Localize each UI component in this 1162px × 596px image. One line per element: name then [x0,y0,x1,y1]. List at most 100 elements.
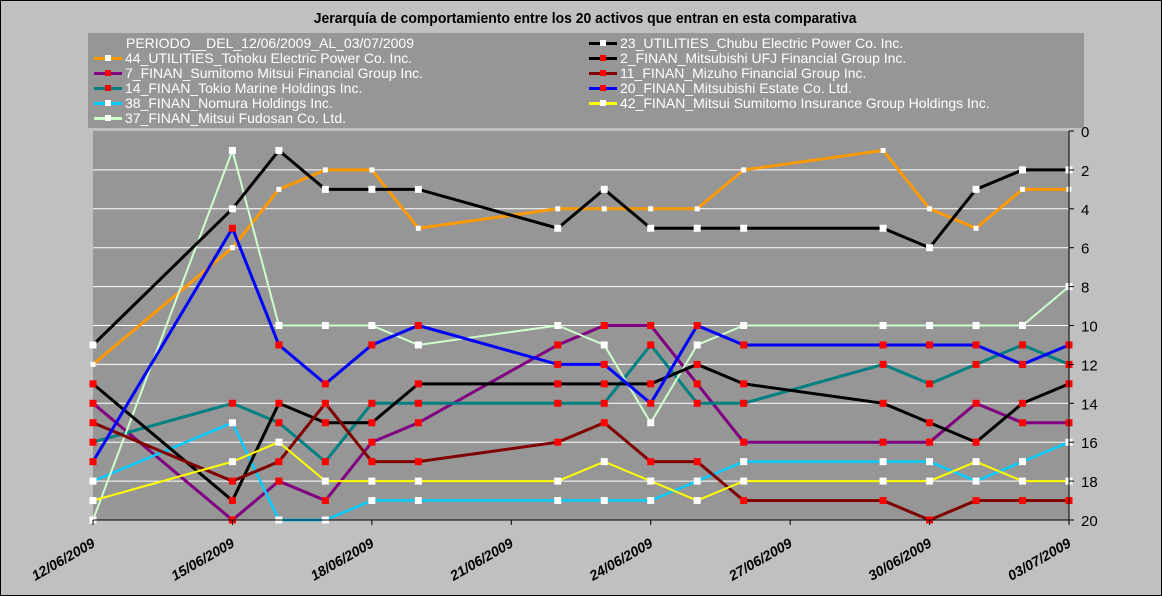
data-point [1020,186,1026,192]
data-point [648,206,654,212]
data-point [693,341,701,349]
data-point [879,458,887,466]
legend-item: 2_FINAN_Mitsubishi UFJ Financial Group I… [588,51,906,66]
y-tick-label: 8 [1081,280,1089,297]
data-point [415,225,421,231]
legend-item: 11_FINAN_Mizuho Financial Group Inc. [588,66,866,81]
y-tick-label: 10 [1081,319,1098,336]
data-point [1019,166,1027,174]
data-point [926,438,934,446]
data-point [1019,477,1027,485]
y-tick-label: 6 [1081,241,1089,258]
data-point [879,224,887,232]
data-point [89,458,97,466]
data-point [647,399,655,407]
data-point [647,341,655,349]
data-point [972,458,980,466]
y-tick-label: 20 [1081,513,1098,530]
x-tick-label: 12/06/2009 [29,535,98,584]
x-tick-label: 27/06/2009 [725,535,795,584]
data-point [414,322,422,329]
series-line [92,324,1069,522]
data-point [368,322,376,329]
data-point [600,322,608,329]
data-point [1019,322,1027,329]
data-point [276,186,282,192]
data-point [693,497,701,505]
data-point [972,185,980,193]
legend-symbol-icon [588,36,618,51]
data-point [322,167,328,173]
data-point [740,224,748,232]
chart-title: Jerarquía de comportamiento entre los 20… [313,10,857,27]
data-point [600,380,608,388]
data-point [275,458,283,466]
period-label: PERIODO__DEL_12/06/2009_AL_03/07/2009 [126,35,414,51]
x-tick-label: 18/06/2009 [308,535,377,584]
data-point [275,477,283,485]
data-point [600,185,608,193]
data-point [740,322,748,329]
data-point [554,477,562,485]
legend-item: 7_FINAN_Sumitomo Mitsui Financial Group … [93,66,423,81]
data-point [554,399,562,407]
data-point [368,438,376,446]
legend-label: 2_FINAN_Mitsubishi UFJ Financial Group I… [620,50,907,66]
data-point [321,458,329,466]
series-line [92,441,1069,502]
data-point [89,497,97,505]
data-point [368,458,376,466]
data-point [693,360,701,368]
data-point [879,399,887,407]
y-tick-label: 14 [1081,396,1098,413]
data-point [414,477,422,485]
data-point [229,245,235,251]
data-point [694,206,700,212]
legend-label: 11_FINAN_Mizuho Financial Group Inc. [620,65,867,81]
data-point [1019,399,1027,407]
data-point [1019,497,1027,505]
legend-label: 38_FINAN_Nomura Holdings Inc. [125,95,333,111]
data-point [647,497,655,505]
data-point [89,380,97,388]
legend-item: 14_FINAN_Tokio Marine Holdings Inc. [93,81,362,96]
data-point [926,244,934,252]
data-point [321,322,329,329]
data-point [368,185,376,193]
data-point [554,322,562,329]
data-point [275,322,283,329]
legend-item: 44_UTILITIES_Tohoku Electric Power Co. I… [93,51,412,66]
data-point [879,341,887,349]
series-line [92,342,1070,464]
data-point [647,458,655,466]
data-point [880,147,886,153]
data-point [741,167,747,173]
x-tick-label: 24/06/2009 [586,535,656,584]
data-point [554,497,562,505]
data-point [740,380,748,388]
axes [92,130,1074,525]
data-point [368,477,376,485]
data-point [972,341,980,349]
data-point [414,380,422,388]
series-9 [89,438,1073,505]
data-point [879,438,887,446]
data-point [972,497,980,505]
data-point [228,458,236,466]
legend-symbol-icon [93,66,123,81]
data-point [554,341,562,349]
data-point [740,399,748,407]
data-point [693,477,701,485]
data-point [693,399,701,407]
data-point [740,341,748,349]
data-point [972,322,980,329]
data-point [879,322,887,329]
data-point [1019,360,1027,368]
data-point [555,206,561,212]
data-point [368,497,376,505]
data-point [926,322,934,329]
data-point [554,360,562,368]
data-point [228,477,236,485]
legend-symbol-icon [93,51,123,66]
